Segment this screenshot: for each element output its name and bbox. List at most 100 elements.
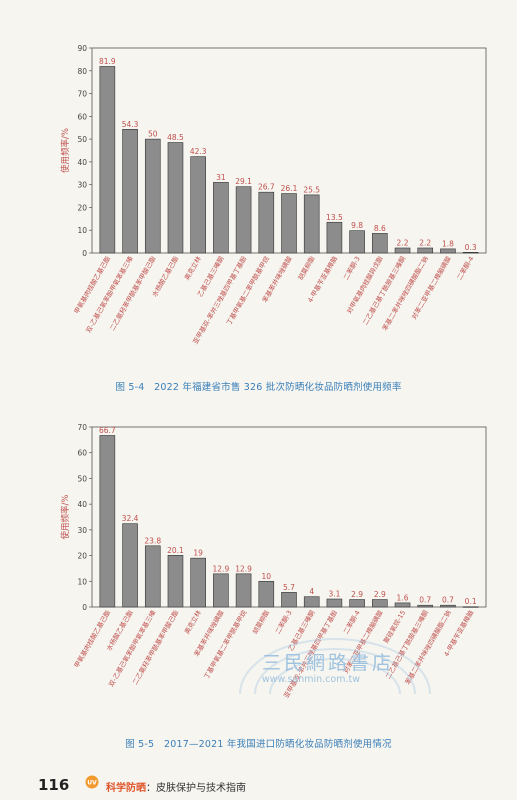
figure-5-4-caption: 图 5-4 2022 年福建省市售 326 批次防晒化妆品防晒剂使用频率 [115, 382, 402, 393]
chart2-value-label: 4 [309, 587, 314, 596]
chart2-y-tick-label: 0 [82, 603, 87, 612]
chart2-bar [440, 604, 456, 608]
chart2-category-label: 甲氧基肉桂酸乙基己酯 [72, 608, 113, 669]
chart1-bar [417, 247, 434, 254]
chart1-y-tick-label: 0 [82, 249, 87, 258]
chart1-y-tick-label: 40 [77, 158, 87, 167]
chart1-value-label: 29.1 [235, 177, 252, 186]
chart1-value-label: 54.3 [122, 120, 139, 129]
chart1-value-label: 13.5 [326, 213, 343, 222]
chart1-y-tick-label: 90 [77, 44, 87, 53]
chart2-category-label: 二苯酮-4 [341, 609, 362, 636]
chart1-value-label: 2.2 [397, 238, 409, 247]
chart2-value-label: 10 [262, 572, 272, 581]
chart2-y-tick-label: 40 [77, 500, 87, 509]
chart2-value-label: 5.7 [283, 583, 295, 592]
chart2-bar [349, 599, 365, 608]
logo-text: UV [87, 780, 97, 787]
chart1-bar [122, 129, 138, 254]
chart2-value-label: 66.7 [99, 426, 116, 435]
chart2-value-label: 2.9 [351, 590, 363, 599]
chart1-category-label: 二苯酮-4 [455, 255, 476, 282]
book-title: 科学防晒：皮肤保护与技术指南 [106, 779, 246, 794]
chart1-bar [326, 221, 343, 254]
chart2-y-tick-label: 20 [77, 552, 87, 561]
chart1-value-label: 9.8 [351, 221, 363, 230]
chart-figure-5-4: 0 10 20 30 40 50 60 70 80 90 使用频率/% 81.9 54.3 50 48.5 4… [60, 44, 487, 345]
chart1-bar [213, 182, 229, 254]
chart2-bar [190, 557, 206, 608]
chart2-bar [144, 545, 161, 608]
chart1-value-label: 31 [216, 173, 226, 182]
chart2-bar [235, 573, 252, 608]
watermark-url: www.sanmin.com.tw [262, 674, 360, 685]
chart1-bar [303, 194, 320, 254]
chart2-value-label: 0.7 [442, 596, 454, 605]
chart1-y-tick-label: 10 [77, 226, 87, 235]
chart1-bar [190, 156, 206, 254]
chart2-category-label: 二苯酮-3 [273, 609, 294, 636]
chart2-bar [281, 592, 297, 608]
chart1-category-label: 对苯二亚甲基二樟脑磺酸 [409, 254, 453, 321]
chart1-value-label: 50 [148, 130, 158, 139]
chart1-value-label: 26.7 [258, 183, 275, 192]
chart2-y-axis-label: 使用频率/% [60, 495, 71, 540]
chart2-bar [462, 606, 479, 608]
chart1-bar [99, 66, 116, 254]
chart2-bar [258, 580, 275, 608]
chart2-category-label: 奥克立林 [182, 608, 203, 635]
chart1-value-label: 2.2 [419, 238, 431, 247]
chart2-value-label: 2.9 [374, 590, 386, 599]
chart1-category-label: 二乙基己基丁酰胺基三嗪酮 [360, 254, 407, 326]
chart2-bar [303, 596, 320, 608]
chart1-category-label: 奥克立林 [182, 254, 203, 281]
chart1-bar [394, 247, 411, 254]
chart2-bar [417, 604, 434, 608]
chart1-value-label: 81.9 [99, 57, 116, 66]
chart2-value-label: 0.1 [465, 597, 477, 606]
sun-uv-icon: UV [85, 775, 99, 789]
chart2-category-label: 胡莫柳酯 [250, 608, 271, 635]
chart1-value-label: 1.8 [442, 239, 454, 248]
chart1-value-label: 25.5 [303, 185, 320, 194]
chart2-value-label: 3.1 [328, 590, 340, 599]
chart1-bar [235, 186, 252, 254]
chart2-bar [394, 602, 411, 608]
chart1-bar [144, 138, 161, 254]
chart2-y-tick-label: 70 [77, 423, 87, 432]
chart1-category-label: 胡莫柳酯 [296, 254, 317, 281]
page-number: 116 [38, 776, 70, 794]
chart1-bar [167, 142, 184, 254]
figure-5-5-caption: 图 5-5 2017—2021 年我国进口防晒化妆品防晒剂使用情况 [125, 739, 392, 750]
chart1-value-label: 42.3 [190, 147, 207, 156]
chart2-value-label: 12.9 [235, 564, 252, 573]
chart1-category-label: 丁基甲氧基二苯甲酰基甲烷 [224, 254, 271, 326]
chart1-bar [258, 191, 275, 254]
chart2-bar [372, 599, 388, 608]
watermark-text: 三民網路書店 [262, 652, 395, 674]
chart2-value-label: 23.8 [144, 536, 161, 545]
chart1-bar [281, 193, 297, 254]
chart1-y-tick-label: 80 [77, 67, 87, 76]
chart2-value-label: 19 [193, 549, 203, 558]
chart2-y-tick-label: 10 [77, 577, 87, 586]
chart1-y-axis-label: 使用频率/% [60, 128, 71, 173]
chart1-value-label: 8.6 [374, 224, 386, 233]
chart1-y-tick-label: 50 [77, 135, 87, 144]
chart2-bar [99, 435, 116, 608]
chart2-y-tick-label: 50 [77, 474, 87, 483]
chart1-bar [462, 252, 479, 254]
chart1-y-tick-label: 70 [77, 90, 87, 99]
chart2-value-label: 1.6 [397, 593, 409, 602]
chart1-y-tick-label: 30 [77, 181, 87, 190]
chart2-value-label: 0.7 [419, 596, 431, 605]
chart1-bar [349, 230, 365, 254]
chart2-value-label: 20.1 [167, 546, 184, 555]
chart2-value-label: 32.4 [122, 514, 139, 523]
chart1-bar [372, 233, 388, 254]
chart-figure-5-5: 0 10 20 30 40 50 60 70 使用频率/% 66.7 32.4 23.8 20.1 19 1… [60, 423, 487, 699]
chart2-bar [326, 598, 343, 608]
chart1-value-label: 48.5 [167, 133, 184, 142]
book-brand: 科学防晒 [106, 783, 146, 794]
